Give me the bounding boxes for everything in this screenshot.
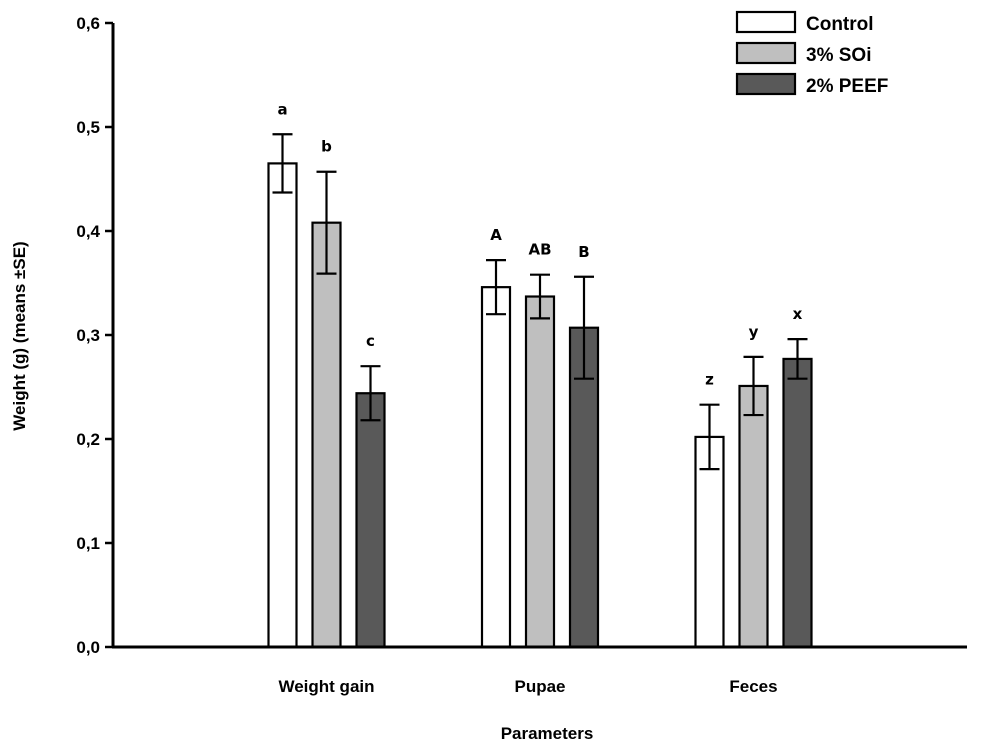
y-tick-label: 0,2 <box>76 430 100 449</box>
legend-swatch <box>735 72 797 96</box>
legend-label: 2% PEEF <box>806 76 888 97</box>
y-axis-title: Weight (g) (means ±SE) <box>10 241 29 430</box>
bar <box>355 392 386 649</box>
y-tick-label: 0,4 <box>76 222 100 241</box>
x-axis-title: Parameters <box>501 724 594 743</box>
significance-letter: a <box>277 100 287 118</box>
significance-letter: y <box>749 323 759 341</box>
bar <box>480 286 512 649</box>
significance-letter: z <box>705 371 714 389</box>
y-tick-label: 0,1 <box>76 534 100 553</box>
x-tick-label: Feces <box>729 677 777 696</box>
bar <box>738 384 769 649</box>
axes: 0,0 0,1 0,2 0,3 0,4 0,5 0,6 Weight gain Pupae Fec… <box>76 14 967 696</box>
plot-area: a b c A AB Bz y x <box>267 100 813 649</box>
y-tick-label: 0,3 <box>76 326 100 345</box>
bar <box>568 326 600 649</box>
x-tick-label: Pupae <box>514 677 565 696</box>
significance-letter: A <box>490 226 502 244</box>
y-tick-label: 0,5 <box>76 118 100 137</box>
bar <box>524 295 556 649</box>
significance-letter: b <box>321 138 332 156</box>
legend-label: 3% SOi <box>806 45 871 66</box>
legend: Control 3% SOi 2% PEEF <box>735 10 888 97</box>
legend-swatch <box>735 10 797 34</box>
legend-label: Control <box>806 14 874 35</box>
significance-letter: B <box>578 243 589 261</box>
y-tick-label: 0,6 <box>76 14 100 33</box>
bar <box>311 221 342 649</box>
legend-swatch <box>735 41 797 65</box>
y-tick-label: 0,0 <box>76 638 100 657</box>
significance-letter: AB <box>528 241 551 259</box>
bar <box>267 162 298 649</box>
significance-letter: c <box>366 332 375 350</box>
x-tick-label: Weight gain <box>278 677 374 696</box>
significance-letter: x <box>793 305 803 323</box>
bar <box>782 357 813 649</box>
